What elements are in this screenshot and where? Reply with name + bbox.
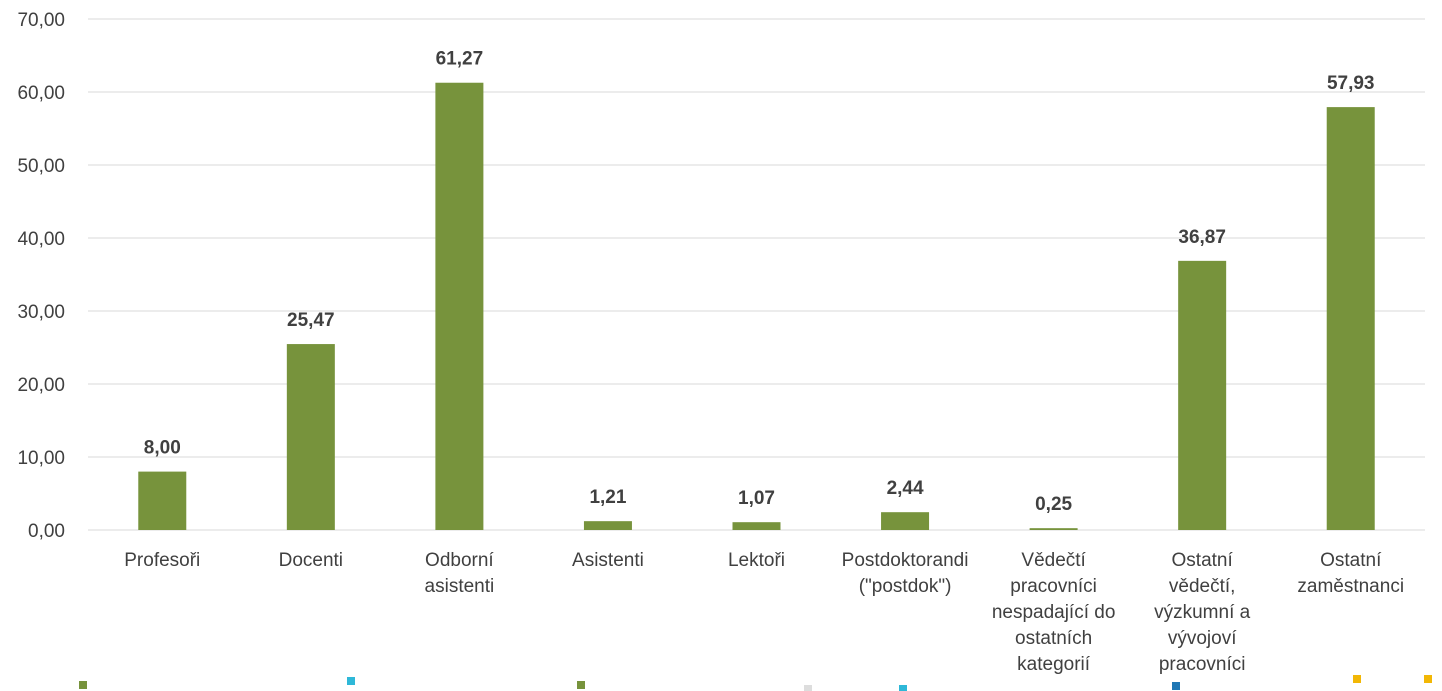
legend-markers — [79, 675, 1432, 691]
data-label: 25,47 — [287, 310, 335, 331]
y-axis-tick-labels: 0,00 10,00 20,00 30,00 40,00 50,00 60,00 70,00 — [17, 10, 65, 542]
category-labels: Profesoři Docenti Odborní asistenti Asistent… — [124, 550, 1404, 675]
y-tick-label: 30,00 — [17, 302, 65, 323]
legend-marker — [1424, 675, 1432, 683]
data-label: 1,07 — [738, 488, 775, 509]
legend-marker — [347, 677, 355, 685]
category-label: Ostatní vědečtí, výzkumní a vývojoví pracovn… — [1154, 550, 1251, 675]
bars — [138, 82, 1375, 531]
category-label: Asistenti — [572, 550, 644, 571]
data-label: 61,27 — [436, 49, 484, 70]
data-label: 8,00 — [144, 438, 181, 459]
data-label: 1,21 — [589, 487, 626, 508]
bar — [1029, 528, 1078, 530]
legend-marker — [1353, 675, 1361, 683]
category-label: Vědečtí pracovníci nespadající do ostatních… — [992, 550, 1116, 675]
bar — [1326, 107, 1375, 531]
bar — [881, 512, 930, 530]
data-label: 36,87 — [1178, 227, 1226, 248]
y-tick-label: 40,00 — [17, 229, 65, 250]
data-label: 2,44 — [887, 478, 924, 499]
y-tick-label: 70,00 — [17, 10, 65, 31]
y-tick-label: 10,00 — [17, 448, 65, 469]
y-tick-label: 0,00 — [28, 521, 65, 542]
legend-marker — [1172, 682, 1180, 690]
legend-marker — [804, 685, 812, 691]
data-label: 57,93 — [1327, 73, 1375, 94]
category-label: Docenti — [279, 550, 343, 571]
category-label: Profesoři — [124, 550, 200, 571]
category-label: Postdoktorandi ("postdok") — [842, 550, 969, 597]
bar — [138, 471, 187, 530]
y-tick-label: 50,00 — [17, 156, 65, 177]
bar — [286, 344, 335, 530]
bar — [435, 82, 484, 530]
bar — [583, 521, 632, 530]
bar — [732, 522, 781, 530]
legend-marker — [79, 681, 87, 689]
category-label: Ostatní zaměstnanci — [1297, 550, 1404, 597]
category-label: Odborní asistenti — [425, 550, 495, 597]
y-tick-label: 60,00 — [17, 83, 65, 104]
category-label: Lektoři — [728, 550, 785, 571]
bar — [1178, 260, 1227, 530]
legend-marker — [577, 681, 585, 689]
data-label: 0,25 — [1035, 494, 1072, 515]
legend-marker — [899, 685, 907, 691]
data-labels: 8,00 25,47 61,27 1,21 1,07 2,44 0,25 36,87 57,93 — [144, 49, 1375, 515]
y-tick-label: 20,00 — [17, 375, 65, 396]
